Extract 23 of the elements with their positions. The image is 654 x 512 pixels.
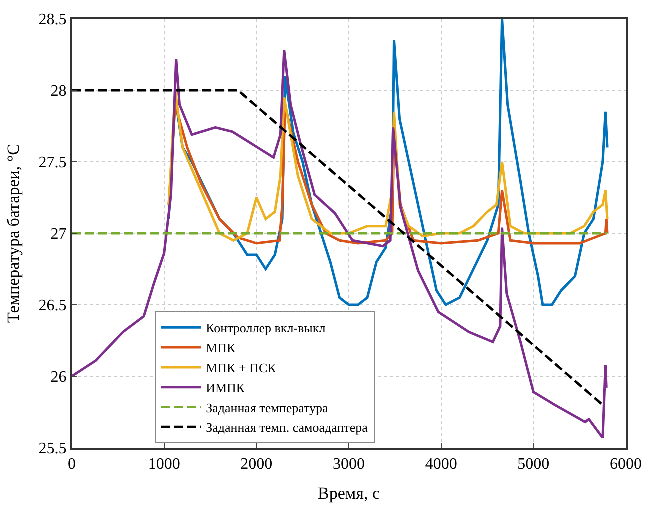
x-axis-title: Время, с — [318, 484, 380, 504]
legend-label: ИМПК — [206, 380, 246, 396]
x-tick-label: 4000 — [425, 456, 458, 474]
x-tick-label: 0 — [68, 456, 76, 474]
legend-label: МПК — [206, 340, 236, 356]
x-tick-label: 1000 — [148, 456, 180, 474]
line-series — [72, 49, 608, 440]
legend-label: МПК + ПСК — [206, 360, 277, 376]
y-tick-label: 28.5 — [38, 12, 67, 29]
x-tick-label: 2000 — [240, 456, 273, 474]
legend-label: Заданная температура — [206, 400, 329, 416]
y-tick-label: 26 — [50, 369, 67, 386]
y-tick-label: 28 — [50, 83, 67, 100]
y-tick-label: 27 — [50, 226, 67, 244]
x-tick-label: 3000 — [333, 456, 365, 474]
y-axis-title: Температура батареи, °C — [4, 144, 23, 324]
legend-label: Контроллер вкл-выкл — [206, 320, 326, 336]
y-tick-label: 27.5 — [38, 154, 67, 172]
legend-label: Заданная темп. самоадаптера — [206, 420, 368, 436]
y-tick-label: 25.5 — [38, 440, 67, 458]
y-tick-label: 26.5 — [38, 298, 67, 315]
x-tick-label: 6000 — [610, 456, 642, 474]
x-tick-label: 5000 — [518, 456, 550, 474]
